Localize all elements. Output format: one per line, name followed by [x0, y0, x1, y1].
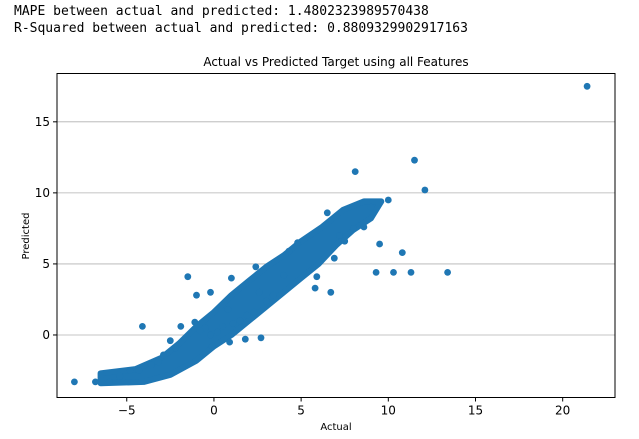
data-point: [376, 240, 383, 248]
chart-title: Actual vs Predicted Target using all Fea…: [203, 55, 468, 69]
data-point: [160, 351, 167, 359]
data-point: [444, 269, 451, 276]
data-point: [226, 338, 234, 346]
x-tick-label: 20: [555, 404, 570, 418]
data-point: [166, 337, 174, 345]
plot-frame: [56, 73, 616, 398]
y-tick-label: 15: [35, 115, 50, 129]
data-point: [384, 196, 392, 204]
data-point: [411, 156, 418, 164]
data-point: [154, 358, 162, 366]
data-point: [135, 367, 143, 374]
data-point: [336, 232, 343, 239]
data-point: [201, 324, 209, 332]
data-point: [407, 269, 415, 276]
data-point: [196, 327, 204, 335]
data-point: [390, 269, 397, 276]
x-axis-label: Actual: [320, 422, 351, 433]
data-point: [219, 323, 227, 330]
data-point: [105, 378, 113, 386]
data-point: [351, 168, 359, 176]
data-point: [311, 284, 319, 292]
data-point: [214, 328, 221, 336]
r2-line: R-Squared between actual and predicted: …: [14, 21, 468, 36]
data-point: [250, 308, 258, 316]
data-point: [208, 342, 216, 350]
data-point: [207, 331, 214, 339]
data-point: [350, 225, 357, 232]
data-point: [367, 203, 375, 211]
data-point: [398, 249, 406, 256]
grid-lines: [57, 121, 615, 336]
y-axis-ticks: 0 5 10 15: [35, 115, 57, 342]
data-point: [92, 378, 99, 386]
data-point: [323, 209, 331, 217]
x-axis-ticks: −5 0 5 10 15 20: [118, 397, 570, 418]
data-point: [71, 378, 78, 386]
y-tick-label: 5: [42, 257, 50, 271]
data-point: [147, 361, 155, 369]
y-axis-label: Predicted: [21, 213, 32, 260]
data-point: [184, 273, 192, 281]
data-point: [257, 334, 265, 342]
x-tick-label: 0: [210, 404, 218, 418]
data-point: [126, 367, 134, 374]
y-tick-label: 0: [42, 328, 50, 342]
x-tick-label: −5: [118, 404, 136, 418]
data-point: [341, 237, 349, 245]
data-point: [255, 288, 263, 296]
data-point: [116, 372, 124, 380]
data-point: [207, 288, 214, 296]
data-point: [177, 323, 185, 330]
stats-output: MAPE between actual and predicted: 1.480…: [14, 3, 468, 37]
data-point: [191, 318, 199, 326]
data-point: [421, 186, 429, 194]
data-point: [241, 335, 249, 343]
mape-line: MAPE between actual and predicted: 1.480…: [14, 4, 429, 19]
data-point: [269, 291, 277, 299]
dense-point-band: [97, 198, 385, 387]
data-point: [280, 271, 288, 279]
x-tick-label: 15: [468, 404, 483, 418]
data-point: [372, 269, 380, 276]
data-point: [193, 291, 200, 299]
data-point: [285, 247, 293, 255]
data-point: [262, 297, 270, 305]
data-point: [252, 263, 260, 271]
data-point: [224, 306, 232, 313]
point-cloud: [97, 198, 385, 387]
x-tick-label: 10: [381, 404, 396, 418]
data-point: [229, 320, 237, 327]
data-point: [228, 274, 235, 282]
data-point: [330, 254, 338, 262]
x-tick-label: 5: [297, 404, 305, 418]
y-tick-label: 10: [35, 186, 50, 200]
data-point: [360, 223, 368, 231]
data-point: [172, 344, 180, 352]
data-point: [139, 323, 146, 330]
data-point: [327, 288, 335, 296]
data-point: [243, 311, 251, 319]
data-point: [294, 239, 301, 247]
data-point: [236, 317, 244, 325]
data-points: [71, 82, 591, 386]
data-point: [313, 273, 321, 281]
data-point: [583, 82, 591, 90]
